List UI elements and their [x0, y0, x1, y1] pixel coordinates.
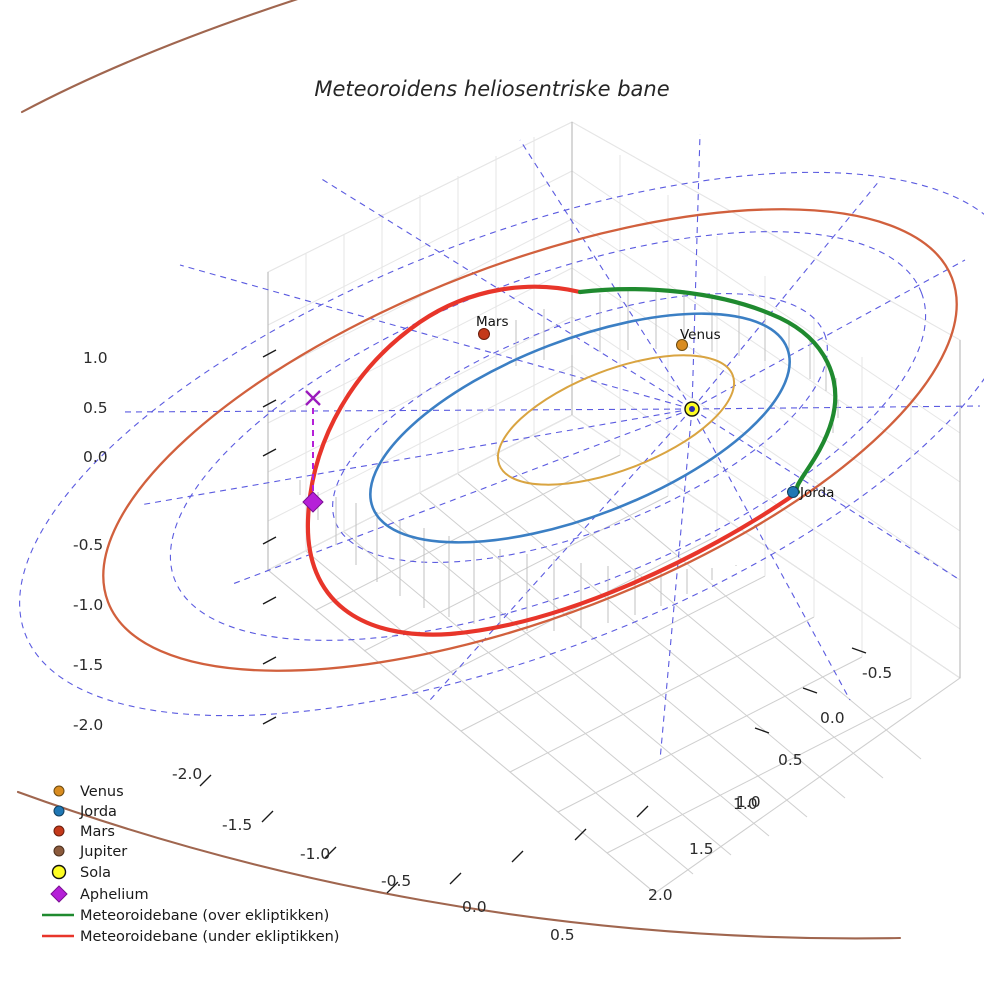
orbit-jorda	[369, 312, 791, 544]
left-wall-gridlines	[267, 121, 573, 571]
y-axis: -0.5 0.0 0.5 1.0	[736, 647, 892, 811]
label-jorda: Jorda	[799, 485, 834, 501]
orbit-jupiter	[16, 0, 902, 940]
venus-marker	[676, 339, 688, 351]
legend-label-jorda: Jorda	[79, 804, 117, 820]
jorda-marker	[787, 486, 799, 498]
x-axis: -2.0 -1.5 -1.0 -0.5 0.0 0.5 1.0 1.5 2.0	[172, 765, 758, 944]
orbit-mars	[102, 208, 958, 672]
x-tick-8: 2.0	[648, 886, 673, 904]
orbit-venus	[496, 354, 736, 486]
legend-marker-mars	[53, 825, 65, 837]
z-tick-6: -2.0	[73, 716, 103, 734]
z-tick-4: -1.0	[73, 596, 103, 614]
legend-marker-jorda	[53, 805, 65, 817]
aphelion-group	[302, 390, 324, 513]
y-tick-3: 1.0	[736, 793, 761, 811]
legend-label-jupiter: Jupiter	[79, 844, 127, 860]
legend-marker-sola	[51, 864, 67, 880]
legend-label-venus: Venus	[80, 784, 124, 800]
x-tick-2: -1.0	[300, 845, 330, 863]
orbit-meteoroid-under	[305, 284, 801, 637]
z-tick-0: 1.0	[83, 349, 108, 367]
legend-label-under-ekliptikken: Meteoroidebane (under ekliptikken)	[80, 929, 339, 945]
legend-label-over-ekliptikken: Meteoroidebane (over ekliptikken)	[80, 908, 329, 924]
z-axis: 1.0 0.5 0.0 -0.5 -1.0 -1.5 -2.0	[73, 349, 277, 734]
mars-marker	[478, 328, 490, 340]
x-tick-4: 0.0	[462, 898, 487, 916]
aphelium-marker	[302, 491, 324, 513]
aphelion-x-icon	[305, 390, 321, 406]
x-tick-7: 1.5	[689, 840, 714, 858]
label-mars: Mars	[476, 314, 509, 330]
legend-marker-venus	[53, 785, 65, 797]
legend-label-aphelium: Aphelium	[80, 887, 149, 903]
sun-core	[689, 406, 695, 412]
orbit-meteoroid-over	[577, 287, 838, 495]
z-tick-3: -0.5	[73, 536, 103, 554]
ecliptic-reference-grid	[19, 133, 984, 761]
legend-label-mars: Mars	[80, 824, 115, 840]
y-tick-0: -0.5	[862, 664, 892, 682]
x-tick-3: -0.5	[381, 872, 411, 890]
legend: Venus Jorda Mars Jupiter Sola Aphelium M…	[42, 784, 339, 945]
label-venus: Venus	[680, 327, 721, 343]
z-tick-1: 0.5	[83, 399, 108, 417]
legend-label-sola: Sola	[80, 865, 111, 881]
z-tick-2: 0.0	[83, 448, 108, 466]
legend-marker-aphelium	[50, 885, 68, 903]
body-markers	[478, 328, 799, 498]
x-tick-1: -1.5	[222, 816, 252, 834]
x-tick-6: 1.0	[733, 795, 758, 813]
y-tick-2: 0.5	[778, 751, 803, 769]
y-tick-1: 0.0	[820, 709, 845, 727]
legend-marker-jupiter	[53, 845, 65, 857]
z-tick-5: -1.5	[73, 656, 103, 674]
x-tick-0: -2.0	[172, 765, 202, 783]
x-tick-5: 0.5	[550, 926, 575, 944]
box-edges	[267, 122, 961, 678]
page-title: Meteoroidens heliosentriske bane	[314, 77, 669, 101]
